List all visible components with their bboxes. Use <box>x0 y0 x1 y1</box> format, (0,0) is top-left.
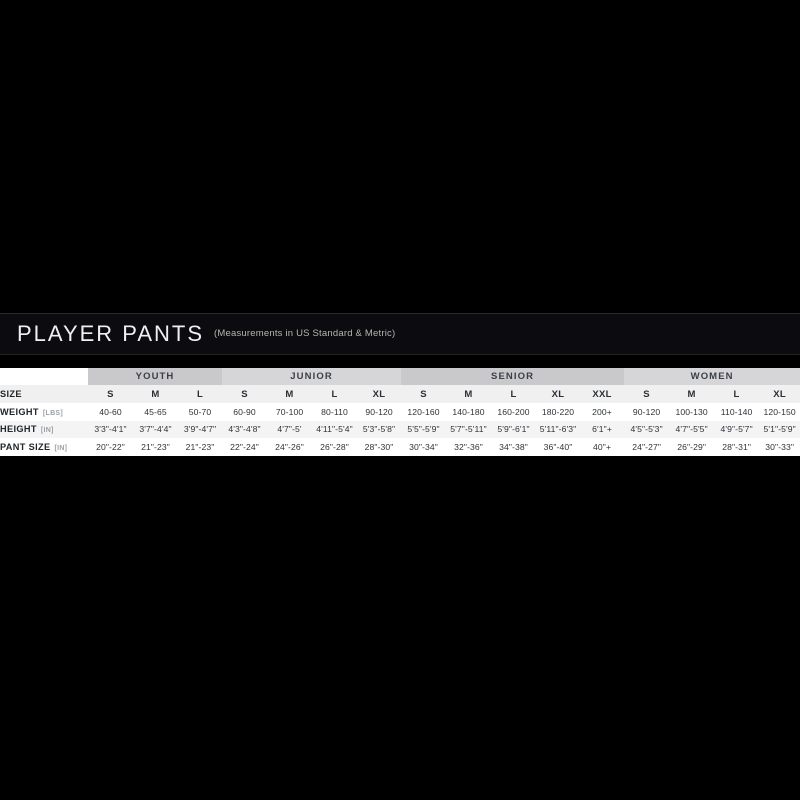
pant-size-women-l: 28"-31" <box>714 438 760 456</box>
height-women-l: 4'9"-5'7" <box>714 420 760 438</box>
weight-row: WEIGHT [LBS] 40-60 45-65 50-70 60-90 70-1… <box>0 403 800 421</box>
size-senior-xl: XL <box>536 385 581 403</box>
height-women-xl: 5'1"-5'9" <box>759 420 800 438</box>
group-header-junior: JUNIOR <box>222 368 402 385</box>
size-senior-xxl: XXL <box>580 385 625 403</box>
weight-junior-s: 60-90 <box>222 403 268 421</box>
pant-size-youth-m: 21"-23" <box>133 438 178 456</box>
pant-size-senior-xl: 36"-40" <box>536 438 581 456</box>
weight-junior-l: 80-110 <box>312 403 358 421</box>
size-senior-m: M <box>446 385 492 403</box>
height-senior-xl: 5'11"-6'3" <box>536 420 581 438</box>
weight-women-l: 110-140 <box>714 403 760 421</box>
size-youth-s: S <box>88 385 133 403</box>
weight-youth-l: 50-70 <box>178 403 223 421</box>
pant-size-youth-l: 21"-23" <box>178 438 223 456</box>
pant-size-senior-xxl: 40"+ <box>580 438 625 456</box>
height-women-s: 4'5"-5'3" <box>624 420 670 438</box>
weight-senior-l: 160-200 <box>491 403 537 421</box>
height-youth-m: 3'7"-4'4" <box>133 420 178 438</box>
weight-junior-m: 70-100 <box>267 403 313 421</box>
row-label-size-text: SIZE <box>0 388 22 399</box>
page-subtitle: (Measurements in US Standard & Metric) <box>214 328 396 339</box>
weight-women-s: 90-120 <box>624 403 670 421</box>
weight-senior-xxl: 200+ <box>580 403 625 421</box>
height-youth-l: 3'9"-4'7" <box>178 420 223 438</box>
row-label-size: SIZE <box>0 385 88 403</box>
size-junior-m: M <box>267 385 313 403</box>
size-women-m: M <box>669 385 715 403</box>
row-label-weight-text: WEIGHT <box>0 406 39 417</box>
pant-size-junior-s: 22"-24" <box>222 438 268 456</box>
pant-size-senior-s: 30"-34" <box>401 438 447 456</box>
size-senior-l: L <box>491 385 537 403</box>
height-junior-m: 4'7"-5' <box>267 420 313 438</box>
row-label-pant-size: PANT SIZE [IN] <box>0 438 88 456</box>
row-label-height-unit: [IN] <box>40 427 54 435</box>
height-junior-l: 4'11"-5'4" <box>312 420 358 438</box>
row-label-weight-unit: [LBS] <box>42 409 64 417</box>
size-women-xl: XL <box>759 385 800 403</box>
weight-senior-m: 140-180 <box>446 403 492 421</box>
weight-junior-xl: 90-120 <box>357 403 402 421</box>
pant-size-women-xl: 30"-33" <box>759 438 800 456</box>
height-junior-xl: 5'3"-5'8" <box>357 420 402 438</box>
weight-women-xl: 120-150 <box>759 403 800 421</box>
pant-size-senior-l: 34"-38" <box>491 438 537 456</box>
size-chart-table: YOUTH JUNIOR SENIOR WOMEN SIZE S M L S M… <box>0 368 800 456</box>
size-women-l: L <box>714 385 760 403</box>
pant-size-women-s: 24"-27" <box>624 438 670 456</box>
size-junior-l: L <box>312 385 358 403</box>
row-label-pant-size-text: PANT SIZE <box>0 441 51 452</box>
pant-size-senior-m: 32"-36" <box>446 438 492 456</box>
pant-size-row: PANT SIZE [IN] 20"-22" 21"-23" 21"-23" 22… <box>0 438 800 456</box>
height-senior-s: 5'5"-5'9" <box>401 420 447 438</box>
pant-size-women-m: 26"-29" <box>669 438 715 456</box>
size-senior-s: S <box>401 385 447 403</box>
group-header-women: WOMEN <box>624 368 800 385</box>
size-junior-s: S <box>222 385 268 403</box>
weight-youth-s: 40-60 <box>88 403 133 421</box>
row-label-height-text: HEIGHT <box>0 424 37 435</box>
pant-size-junior-l: 26"-28" <box>312 438 358 456</box>
height-senior-l: 5'9"-6'1" <box>491 420 537 438</box>
height-senior-m: 5'7"-5'11" <box>446 420 492 438</box>
height-youth-s: 3'3"-4'1" <box>88 420 133 438</box>
height-row: HEIGHT [IN] 3'3"-4'1" 3'7"-4'4" 3'9"-4'7"… <box>0 420 800 438</box>
row-label-weight: WEIGHT [LBS] <box>0 403 88 421</box>
group-header-youth: YOUTH <box>88 368 223 385</box>
height-women-m: 4'7"-5'5" <box>669 420 715 438</box>
size-chart-table-wrap: YOUTH JUNIOR SENIOR WOMEN SIZE S M L S M… <box>0 368 800 456</box>
title-bar: PLAYER PANTS (Measurements in US Standar… <box>0 313 800 355</box>
group-header-senior: SENIOR <box>401 368 625 385</box>
size-youth-m: M <box>133 385 178 403</box>
row-label-height: HEIGHT [IN] <box>0 420 88 438</box>
pant-size-junior-xl: 28"-30" <box>357 438 402 456</box>
pant-size-junior-m: 24"-26" <box>267 438 313 456</box>
group-header-spacer <box>0 368 88 385</box>
weight-senior-s: 120-160 <box>401 403 447 421</box>
size-women-s: S <box>624 385 670 403</box>
height-junior-s: 4'3"-4'8" <box>222 420 268 438</box>
size-row: SIZE S M L S M L XL S M L XL XXL S M L X… <box>0 385 800 403</box>
row-label-pant-size-unit: [IN] <box>54 444 68 452</box>
size-junior-xl: XL <box>357 385 402 403</box>
weight-youth-m: 45-65 <box>133 403 178 421</box>
weight-women-m: 100-130 <box>669 403 715 421</box>
weight-senior-xl: 180-220 <box>536 403 581 421</box>
page-title: PLAYER PANTS <box>17 321 205 346</box>
height-senior-xxl: 6'1"+ <box>580 420 625 438</box>
group-header-row: YOUTH JUNIOR SENIOR WOMEN <box>0 368 800 385</box>
size-youth-l: L <box>178 385 223 403</box>
pant-size-youth-s: 20"-22" <box>88 438 133 456</box>
